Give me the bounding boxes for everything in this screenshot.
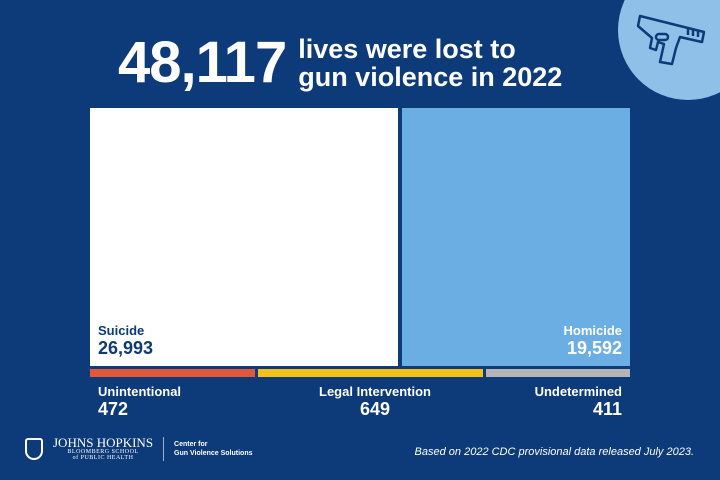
category-name: Suicide — [98, 323, 145, 338]
legal-intervention-bar — [258, 369, 483, 377]
category-name: Homicide — [563, 323, 622, 338]
category-value: 472 — [98, 399, 129, 419]
suicide-block — [90, 108, 398, 366]
suicide-label: Suicide 26,993 — [98, 323, 153, 359]
jhu-logo: JOHNS HOPKINS BLOOMBERG SCHOOL of PUBLIC… — [25, 436, 252, 461]
category-value: 411 — [592, 399, 622, 419]
headline: 48,117 lives were lost to gun violence i… — [118, 34, 562, 92]
homicide-block — [402, 108, 630, 366]
gun-badge — [618, 0, 720, 100]
total-deaths: 48,117 — [118, 30, 287, 95]
center-name: Center for — [174, 440, 208, 448]
category-name: Legal Intervention — [319, 384, 431, 399]
logo-text: JOHNS HOPKINS — [53, 435, 154, 450]
gun-icon — [636, 14, 706, 66]
category-value: 26,993 — [98, 338, 154, 358]
category-value: 649 — [359, 399, 391, 419]
category-name: Undetermined — [534, 384, 622, 399]
unintentional-bar — [90, 369, 255, 377]
center-name: Gun Violence Solutions — [174, 449, 253, 457]
homicide-label: Homicide 19,592 — [563, 323, 622, 359]
undetermined-label: Undetermined 411 — [535, 384, 622, 420]
category-value: 19,592 — [566, 338, 622, 358]
badge-circle — [618, 0, 720, 100]
shield-icon — [25, 437, 43, 460]
logo-sub: of PUBLIC HEALTH — [72, 455, 134, 461]
treemap-chart: Suicide 26,993 Homicide 19,592 — [90, 108, 630, 378]
headline-line1: lives were lost to — [298, 34, 516, 64]
undetermined-bar — [486, 369, 630, 377]
source-note: Based on 2022 CDC provisional data relea… — [414, 446, 694, 458]
legal-intervention-label: Legal Intervention 649 — [300, 384, 450, 420]
category-name: Unintentional — [98, 384, 182, 399]
unintentional-label: Unintentional 472 — [98, 384, 181, 420]
logo-sub: BLOOMBERG SCHOOL — [67, 449, 139, 455]
divider — [163, 436, 165, 461]
headline-line2: gun violence in 2022 — [298, 62, 563, 92]
